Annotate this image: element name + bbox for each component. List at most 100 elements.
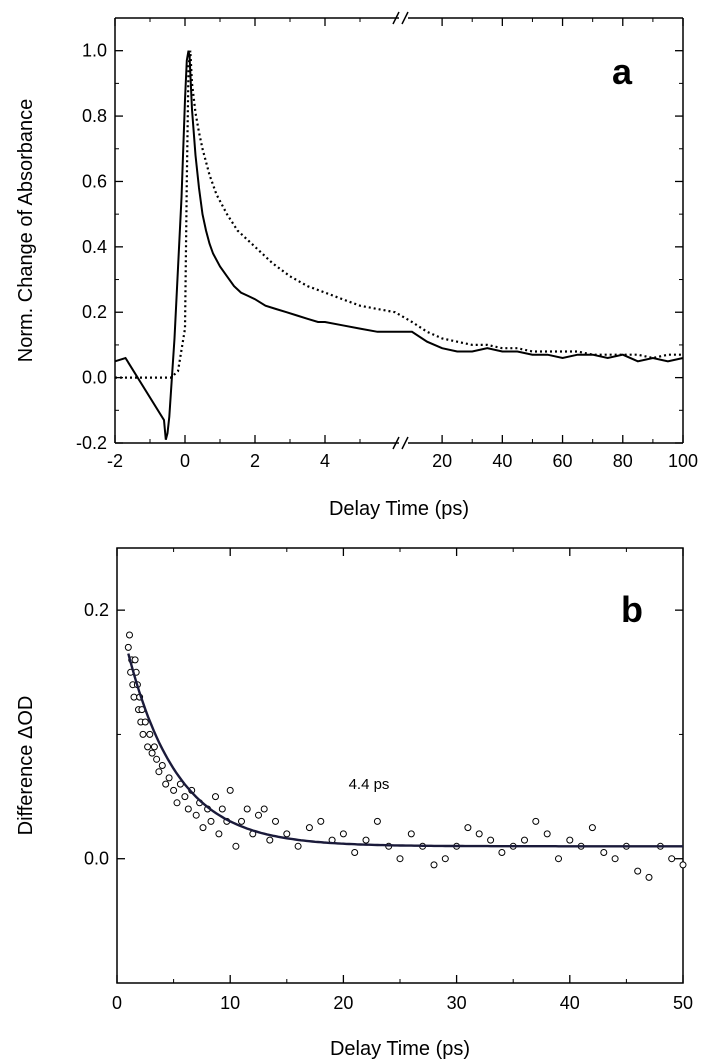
axis-break-mark [401,436,409,450]
panel-label: b [621,589,643,630]
y-tick-label: 0.2 [82,302,107,322]
y-axis-label: Difference ΔOD [15,696,37,836]
data-point [588,824,596,832]
y-tick-label: -0.2 [76,433,107,453]
fit-annotation: 4.4 ps [349,776,390,793]
y-tick-label: 0.0 [82,368,107,388]
data-point [232,842,240,850]
x-tick-label: 4 [320,451,330,471]
plot-frame [116,547,684,984]
data-point [305,824,313,832]
y-tick-label: 0.8 [82,106,107,126]
data-point [373,817,381,825]
data-point [162,780,170,788]
y-tick-label: 0.6 [82,171,107,191]
data-point [148,749,156,757]
data-point [207,817,215,825]
x-tick-label: 2 [250,451,260,471]
data-point [212,793,219,801]
x-tick-label: 60 [553,451,573,471]
data-point [487,836,495,844]
data-point [165,774,173,782]
data-point [611,855,619,863]
data-point [150,743,158,751]
data-point [141,718,149,726]
data-point [260,805,268,813]
data-point [351,849,359,856]
data-point [317,817,325,825]
data-point [555,855,562,863]
data-point [131,656,139,664]
x-axis-label: Delay Time (ps) [329,498,469,520]
fit-curve [127,653,683,848]
data-point [464,824,472,832]
data-point [362,836,370,844]
data-point [521,836,528,844]
data-point [266,836,274,844]
series-dotted-line [115,50,683,379]
panel-b: 0.0 0.2 0 10 20 30 40 50 4.4 ps Delay Time (ps) Di… [15,547,693,1060]
data-point [184,805,192,813]
data-point [339,830,347,838]
data-point [283,830,291,838]
data-point [407,830,415,838]
x-tick-label: 20 [333,993,353,1013]
data-point [532,817,540,825]
data-point [124,643,132,651]
data-point [139,730,147,738]
data-point [475,830,483,838]
data-point [126,631,133,639]
x-tick-label: -2 [107,451,123,471]
data-point [645,873,653,881]
data-point [668,855,676,863]
data-point [243,805,251,813]
x-tick-label: 80 [613,451,633,471]
data-point [294,842,302,850]
data-point [238,817,245,825]
x-tick-label: 30 [447,993,467,1013]
data-point [170,786,178,794]
data-point [181,793,189,801]
axis-break-mark [392,11,400,25]
x-tick-label: 0 [112,993,122,1013]
axis-break-mark [392,436,400,450]
data-point [173,799,181,807]
data-point [215,830,223,838]
data-point [430,861,438,869]
x-tick-label: 50 [673,993,693,1013]
data-point [396,855,404,863]
x-tick-label: 10 [220,993,240,1013]
data-point [146,730,154,738]
series-solid-line [114,50,684,440]
data-point [272,817,279,825]
data-point [498,849,506,856]
axis-break-mark [401,11,409,25]
x-tick-label: 20 [432,451,452,471]
data-point [144,743,152,751]
x-axis-label: Delay Time (ps) [330,1038,470,1060]
y-tick-label: 1.0 [82,41,107,61]
data-point [255,811,262,819]
data-point [218,805,226,813]
y-axis-label: Norm. Change of Absorbance [15,99,37,363]
y-tick-label: 0.4 [82,237,107,257]
panel-a: -0.2 0.0 0.2 0.4 0.6 0.8 1.0 -2 0 2 4 20 40 60 80 100 De… [15,11,698,520]
x-tick-label: 40 [560,993,580,1013]
x-tick-label: 0 [180,451,190,471]
data-point [600,849,608,856]
data-point [543,830,551,838]
data-point [226,786,234,794]
y-tick-label: 0.0 [84,849,109,869]
y-tick-label: 0.2 [84,600,109,620]
data-point [441,855,449,863]
x-tick-label: 40 [492,451,512,471]
data-point [199,824,207,832]
data-point [566,836,574,844]
x-tick-label: 100 [668,451,698,471]
data-point [155,768,163,776]
data-point [153,755,161,763]
panel-label: a [612,51,633,92]
data-point [192,811,200,819]
data-point [634,867,642,875]
